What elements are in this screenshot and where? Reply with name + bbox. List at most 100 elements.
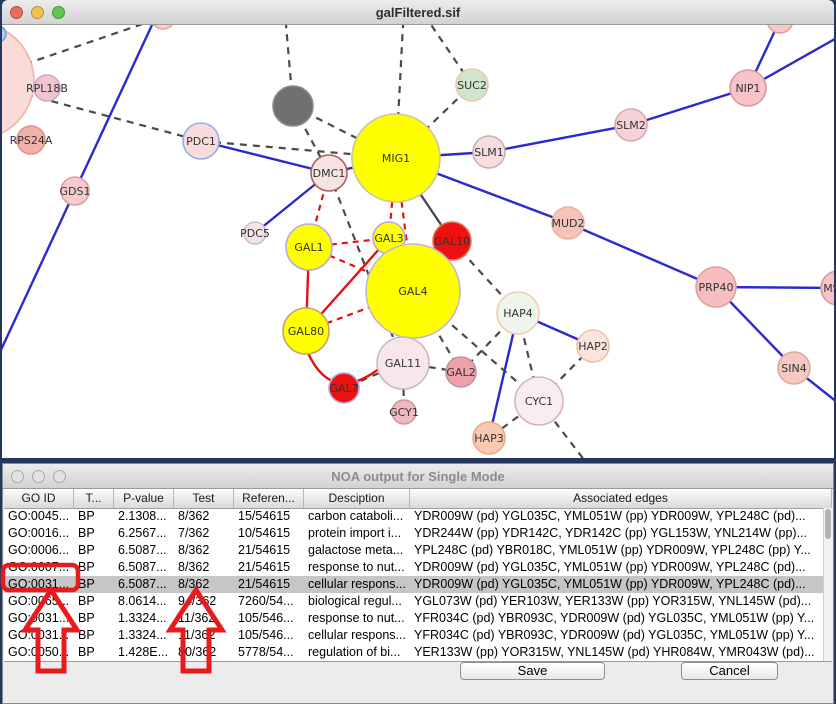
- scrollbar-thumb[interactable]: [825, 509, 831, 539]
- table-row[interactable]: GO:0031... BP 1.3324... 11/362 105/546... res…: [4, 610, 824, 627]
- node-label-NIP1: NIP1: [735, 82, 760, 95]
- table-cell: cellular respons...: [308, 628, 406, 642]
- network-edge[interactable]: [200, 139, 397, 160]
- node-HAP2[interactable]: [576, 329, 610, 363]
- node-big-left[interactable]: [2, 25, 35, 139]
- node-HAP3[interactable]: [472, 421, 506, 455]
- table-cell: 21/54615: [238, 543, 291, 557]
- table-cell: 21/54615: [238, 577, 291, 591]
- node-label-SIN4: SIN4: [781, 362, 806, 375]
- node-PRP40[interactable]: [695, 266, 737, 308]
- node-gray-node[interactable]: [272, 85, 314, 127]
- vertical-scrollbar[interactable]: [823, 508, 832, 661]
- table-cell: GO:0016...: [8, 526, 70, 540]
- node-GAL1[interactable]: [285, 223, 333, 271]
- table-cell: GO:0050...: [8, 645, 70, 659]
- close-button[interactable]: [11, 469, 24, 483]
- node-top-cut[interactable]: [151, 25, 175, 30]
- table-row[interactable]: GO:0031... BP 6.5087... 8/362 21/54615 cellul…: [4, 576, 824, 593]
- node-MSL5[interactable]: [820, 270, 834, 306]
- table-cell: 105/546...: [238, 611, 294, 625]
- table-cell: BP: [78, 645, 95, 659]
- network-edge[interactable]: [394, 25, 405, 159]
- node-GAL4[interactable]: [365, 243, 461, 339]
- zoom-button[interactable]: [52, 5, 65, 19]
- node-SLM1[interactable]: [472, 135, 506, 169]
- column-header[interactable]: GO ID: [4, 489, 74, 508]
- table-cell: regulation of bi...: [308, 645, 401, 659]
- node-label-PRP40: PRP40: [699, 281, 734, 294]
- network-edge[interactable]: [305, 289, 414, 333]
- close-button[interactable]: [10, 5, 23, 19]
- table-row[interactable]: GO:0007... BP 6.5087... 8/362 21/54615 respon…: [4, 559, 824, 576]
- table-cell: galactose meta...: [308, 543, 404, 557]
- cancel-button[interactable]: Cancel: [681, 662, 778, 680]
- column-header[interactable]: Desciption: [304, 489, 410, 508]
- column-header[interactable]: T...: [74, 489, 114, 508]
- node-SUC2[interactable]: [455, 68, 489, 102]
- table-cell: 80/362: [178, 645, 217, 659]
- table-row[interactable]: GO:0065... BP 8.0614... 94/362 7260/54... bio…: [4, 593, 824, 610]
- node-nip1-cut[interactable]: [767, 25, 793, 34]
- network-edge[interactable]: [630, 86, 749, 127]
- minimize-button[interactable]: [32, 469, 45, 483]
- node-label-HAP2: HAP2: [578, 340, 607, 353]
- node-MIG1[interactable]: [351, 113, 441, 203]
- table-cell: YDR244W (pp) YDR142C, YDR142C (pp) YGL15…: [414, 526, 807, 540]
- table-cell: 1.3324...: [118, 611, 167, 625]
- table-row[interactable]: GO:0031... BP 1.3324... 11/362 105/546... cel…: [4, 627, 824, 644]
- node-RPS24A[interactable]: [16, 125, 46, 155]
- table-cell: BP: [78, 526, 95, 540]
- table-cell: 15/54615: [238, 509, 291, 523]
- save-button[interactable]: Save: [460, 662, 605, 680]
- table-cell: GO:0007...: [8, 560, 70, 574]
- table-row[interactable]: GO:0050... BP 1.428E... 80/362 5778/54... reg…: [4, 644, 824, 661]
- column-header[interactable]: P-value: [114, 489, 174, 508]
- network-edge[interactable]: [402, 361, 462, 374]
- network-edge[interactable]: [488, 400, 540, 439]
- table-cell: YER133W (pp) YOR315W, YNL145W (pd) YHR08…: [414, 645, 815, 659]
- node-SLM2[interactable]: [614, 108, 648, 142]
- table-cell: BP: [78, 560, 95, 574]
- table-row[interactable]: GO:0045... BP 2.1308... 8/362 15/54615 carbon…: [4, 508, 824, 525]
- node-GAL11[interactable]: [376, 336, 430, 390]
- node-label-SUC2: SUC2: [457, 79, 487, 92]
- node-GAL2[interactable]: [445, 356, 477, 388]
- table-cell: YDR009W (pd) YGL035C, YML051W (pp) YDR00…: [414, 509, 806, 523]
- node-RPL18B[interactable]: [33, 74, 61, 102]
- column-header[interactable]: Test: [174, 489, 234, 508]
- network-window: galFiltered.sif RPL18B RPS24A GDS1 PDC1 DMC1…: [2, 0, 834, 458]
- node-label-CYC1: CYC1: [525, 395, 553, 408]
- node-CYC1[interactable]: [514, 376, 564, 426]
- node-GCY1[interactable]: [391, 399, 417, 425]
- node-label-HAP4: HAP4: [503, 307, 532, 320]
- node-PDC5[interactable]: [243, 221, 267, 245]
- network-edge[interactable]: [567, 221, 717, 289]
- node-GAL10[interactable]: [432, 221, 472, 261]
- node-blue-cut[interactable]: [2, 26, 7, 42]
- node-NIP1[interactable]: [729, 69, 767, 107]
- network-edge[interactable]: [488, 123, 632, 154]
- node-HAP4[interactable]: [496, 291, 540, 335]
- node-DMC1[interactable]: [310, 154, 348, 192]
- table-cell: 8/362: [178, 543, 210, 557]
- zoom-button[interactable]: [53, 469, 66, 483]
- node-MUD2[interactable]: [551, 206, 585, 240]
- network-canvas[interactable]: RPL18B RPS24A GDS1 PDC1 DMC1 MIG1 SUC2 SLM1 SLM2…: [2, 25, 834, 458]
- minimize-button[interactable]: [31, 5, 44, 19]
- node-GAL80[interactable]: [282, 307, 330, 355]
- table-cell: BP: [78, 577, 95, 591]
- node-SIN4[interactable]: [777, 351, 811, 385]
- table-cell: carbon cataboli...: [308, 509, 404, 523]
- table-row[interactable]: GO:0006... BP 6.5087... 8/362 21/54615 galact…: [4, 542, 824, 559]
- column-header[interactable]: Associated edges: [410, 489, 832, 508]
- node-PDC1[interactable]: [182, 122, 220, 160]
- node-GDS1[interactable]: [60, 176, 90, 206]
- column-header[interactable]: Referen...: [234, 489, 304, 508]
- network-edge[interactable]: [200, 139, 330, 175]
- node-GAL7[interactable]: [328, 372, 360, 404]
- table-row[interactable]: GO:0016... BP 6.2567... 7/362 10/54615 protei…: [4, 525, 824, 542]
- node-label-GAL10: GAL10: [434, 235, 470, 248]
- table-cell: 2.1308...: [118, 509, 167, 523]
- table-cell: 8/362: [178, 509, 210, 523]
